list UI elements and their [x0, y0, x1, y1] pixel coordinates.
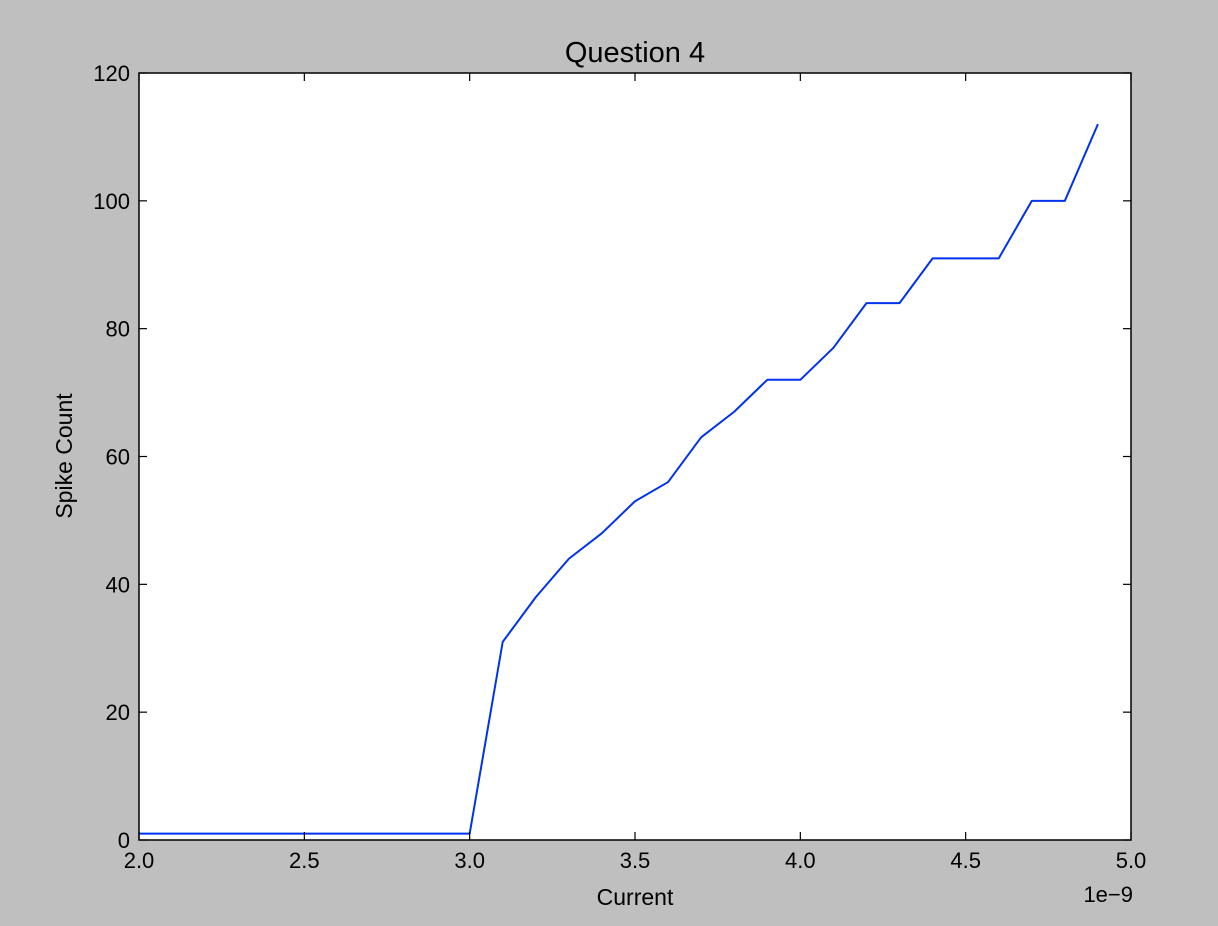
x-tick-label: 2.0 [124, 848, 155, 873]
chart-title: Question 4 [565, 37, 705, 69]
y-tick-label: 40 [106, 572, 130, 597]
x-tick-label: 2.5 [289, 848, 320, 873]
y-tick-label: 60 [106, 445, 130, 470]
y-axis-label: Spike Count [51, 393, 77, 519]
x-tick-label: 3.0 [454, 848, 485, 873]
plot-frame [138, 72, 1132, 841]
x-tick-label: 4.0 [785, 848, 816, 873]
y-tick-label: 100 [93, 189, 130, 214]
series-layer [139, 123, 1099, 835]
x-tick-label: 3.5 [620, 848, 651, 873]
x-tick-label: 5.0 [1116, 848, 1147, 873]
plot-area [139, 73, 1131, 840]
y-tick-label: 120 [93, 61, 130, 86]
x-axis-label: Current [597, 884, 674, 910]
series-line-1 [139, 123, 1099, 835]
y-tick-label: 20 [106, 700, 130, 725]
y-tick-label: 0 [118, 828, 130, 853]
y-tick-label: 80 [106, 317, 130, 342]
x-axis-offset-label: 1e−9 [1083, 882, 1133, 907]
x-tick-label: 4.5 [950, 848, 981, 873]
ticks-layer: 2.0 2.5 3.0 3.5 4.0 4.5 5.0 0 20 40 60 80 100 120 [93, 61, 1146, 873]
